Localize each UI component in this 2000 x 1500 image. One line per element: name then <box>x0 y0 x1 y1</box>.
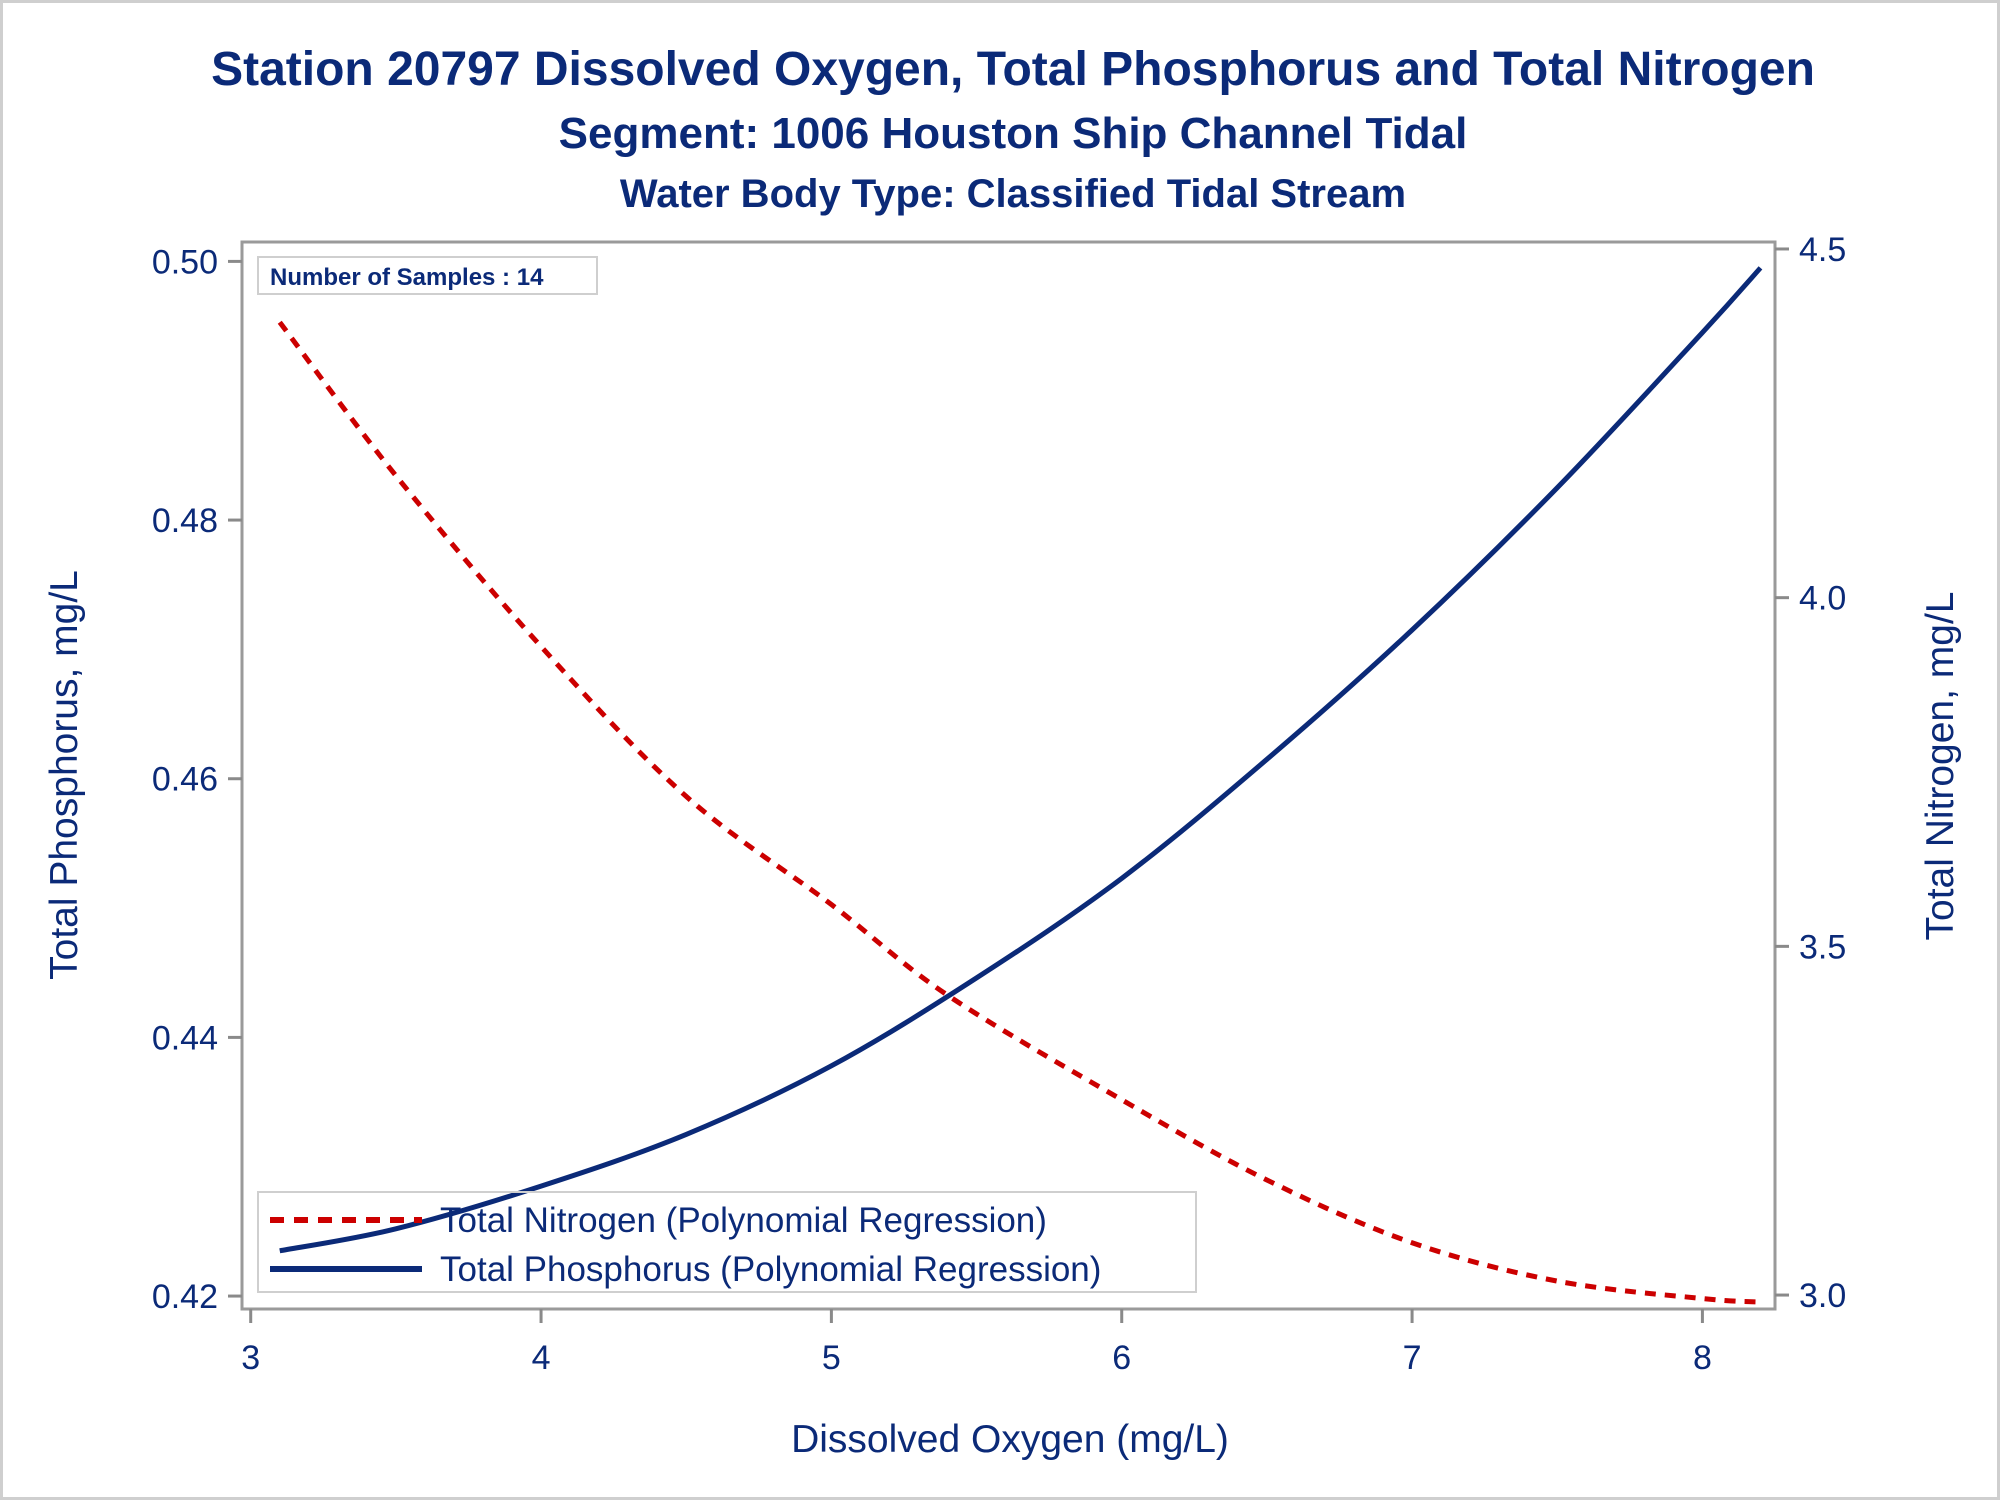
sample-count-box: Number of Samples : 14 <box>257 256 598 295</box>
x-tick-label: 4 <box>532 1339 551 1377</box>
y-left-tick-label: 0.42 <box>152 1278 218 1316</box>
chart-title: Station 20797 Dissolved Oxygen, Total Ph… <box>211 43 1815 96</box>
plot-frame <box>240 240 1777 1311</box>
y-axis-left-label: Total Phosphorus, mg/L <box>43 570 86 980</box>
y-axis-right-label: Total Nitrogen, mg/L <box>1919 591 1962 940</box>
x-tick-label: 7 <box>1403 1339 1422 1377</box>
series-line-total-nitrogen <box>277 320 1761 1305</box>
x-tick-label: 6 <box>1112 1339 1131 1377</box>
plot-series <box>277 266 1763 1305</box>
y-axis-right: 3.0 3.5 4.0 4.5 <box>1775 231 1846 1315</box>
x-axis-label: Dissolved Oxygen (mg/L) <box>791 1418 1229 1461</box>
y-left-tick-label: 0.44 <box>152 1019 218 1057</box>
chart-subtitle: Segment: 1006 Houston Ship Channel Tidal <box>559 109 1468 158</box>
x-tick-label: 5 <box>822 1339 841 1377</box>
y-left-tick-label: 0.48 <box>152 502 218 540</box>
y-right-tick-label: 3.5 <box>1799 928 1846 966</box>
y-left-tick-label: 0.50 <box>152 243 218 281</box>
y-left-tick-label: 0.46 <box>152 761 218 799</box>
x-tick-label: 8 <box>1693 1339 1712 1377</box>
series-line-total-phosphorus <box>279 266 1763 1254</box>
y-right-tick-label: 4.0 <box>1799 580 1846 618</box>
legend: Total Nitrogen (Polynomial Regression) T… <box>257 1191 1197 1293</box>
x-axis: 3 4 5 6 7 8 <box>241 1309 1712 1377</box>
y-right-tick-label: 4.5 <box>1799 231 1846 269</box>
x-tick-label: 3 <box>241 1339 260 1377</box>
y-right-tick-label: 3.0 <box>1799 1277 1846 1315</box>
chart-subtitle-2: Water Body Type: Classified Tidal Stream <box>620 172 1406 216</box>
y-axis-left: 0.42 0.44 0.46 0.48 0.50 <box>152 243 242 1316</box>
sample-count-label: Number of Samples : 14 <box>270 264 544 291</box>
legend-frame <box>257 1191 1197 1293</box>
sample-count-frame <box>257 256 598 295</box>
legend-label-nitrogen: Total Nitrogen (Polynomial Regression) <box>440 1201 1047 1240</box>
legend-label-phosphorus: Total Phosphorus (Polynomial Regression) <box>440 1250 1101 1289</box>
